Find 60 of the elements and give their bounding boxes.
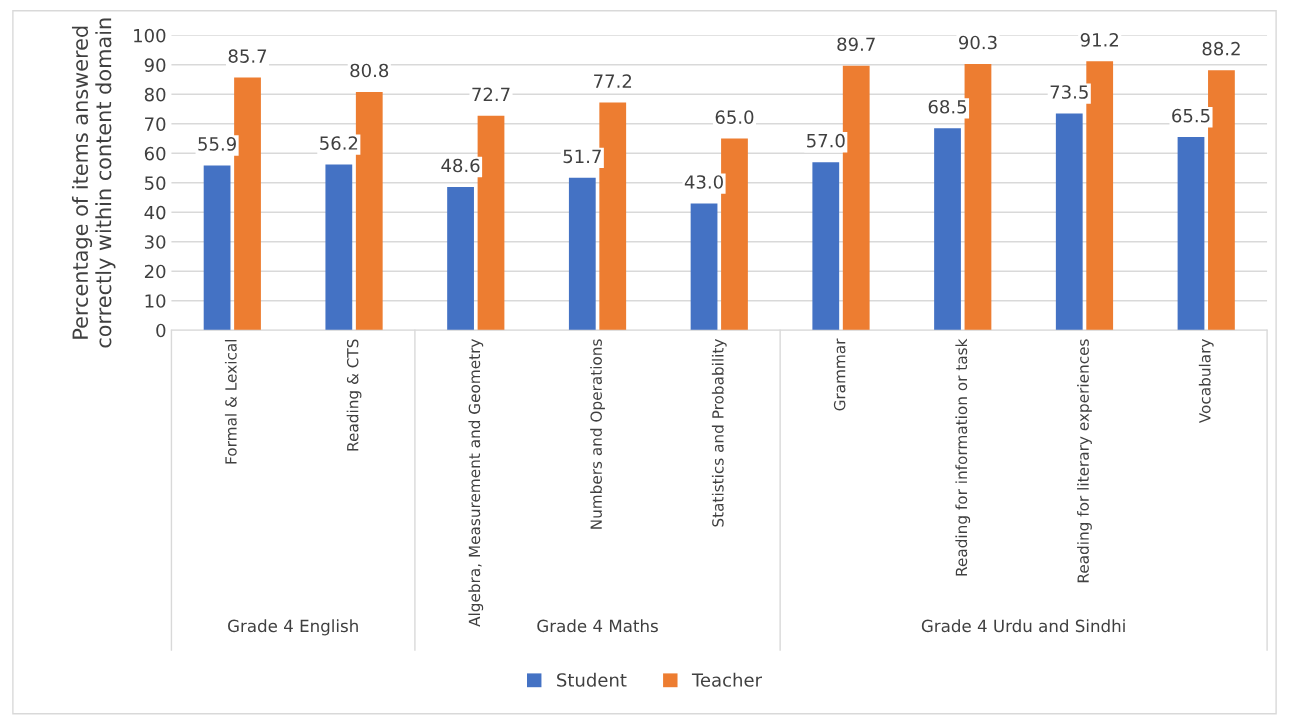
bar xyxy=(812,162,840,331)
y-tick-label: 70 xyxy=(145,117,166,131)
y-tick-label: 80 xyxy=(144,87,166,102)
legend-label: Teacher xyxy=(691,672,762,687)
data-label: 65.5 xyxy=(1172,108,1210,123)
text: Grade 4 Urdu and Sindhi xyxy=(921,619,1125,633)
bar xyxy=(599,102,627,331)
y-tick-label: 90 xyxy=(144,58,166,72)
data-label: 72.7 xyxy=(472,87,510,101)
text: Grade 4 English xyxy=(228,619,358,636)
data-label: 68.5 xyxy=(928,99,967,114)
x-tick-label: Numbers and Operations xyxy=(590,339,605,529)
x-tick-label: Formal & Lexical xyxy=(224,339,237,464)
data-label: 65.0 xyxy=(715,110,754,124)
bar xyxy=(690,203,718,331)
bar xyxy=(1055,113,1083,331)
data-label: 56.2 xyxy=(320,136,358,150)
data-label: 88.2 xyxy=(1202,41,1240,56)
bar xyxy=(203,165,231,331)
y-axis-title: Percentage of items answered correctly within content domain xyxy=(71,18,116,348)
x-tick-label: Algebra, Measurement and Geometry xyxy=(468,339,484,627)
y-tick-label: 60 xyxy=(144,146,166,161)
text: Grade 4 Maths xyxy=(537,619,658,633)
x-tick-label: Statistics and Probability xyxy=(711,339,727,527)
x-tick-label: Vocabulary xyxy=(1198,339,1214,424)
y-tick-label: 30 xyxy=(144,235,166,249)
bar xyxy=(934,128,961,331)
bar xyxy=(447,186,474,331)
y-tick-label: 100 xyxy=(134,28,166,43)
bar xyxy=(964,63,992,331)
data-label: 90.3 xyxy=(958,35,997,50)
y-tick-label: 50 xyxy=(144,176,166,190)
data-label: 89.7 xyxy=(837,37,875,52)
x-tick-label: Grammar xyxy=(833,338,846,411)
data-label: 57.0 xyxy=(807,133,845,148)
bar xyxy=(1086,61,1114,331)
x-tick-label: Reading & CTS xyxy=(346,339,362,451)
legend-label: Student xyxy=(557,672,627,687)
bar xyxy=(1177,137,1205,331)
data-label: 48.6 xyxy=(441,158,480,173)
x-tick-label: Reading for literary experiences xyxy=(1077,339,1092,583)
data-label: 43.0 xyxy=(684,175,723,189)
bar xyxy=(1208,70,1235,331)
y-tick-label: 10 xyxy=(145,294,166,308)
data-label: 85.7 xyxy=(228,49,267,63)
y-tick-label: 20 xyxy=(144,264,166,279)
bar xyxy=(355,91,383,331)
data-label: 73.5 xyxy=(1050,85,1088,99)
bar xyxy=(721,138,748,331)
bar xyxy=(234,77,261,331)
data-label: 55.9 xyxy=(198,137,236,151)
bar xyxy=(325,164,353,331)
data-label: 80.8 xyxy=(350,63,389,78)
y-tick-label: 0 xyxy=(156,323,166,338)
data-label: 77.2 xyxy=(594,74,632,88)
bar xyxy=(568,177,596,331)
y-tick-label: 40 xyxy=(144,205,166,220)
data-label: 91.2 xyxy=(1080,33,1118,47)
x-tick-label: Reading for information or task xyxy=(955,338,971,576)
data-label: 51.7 xyxy=(563,149,601,164)
